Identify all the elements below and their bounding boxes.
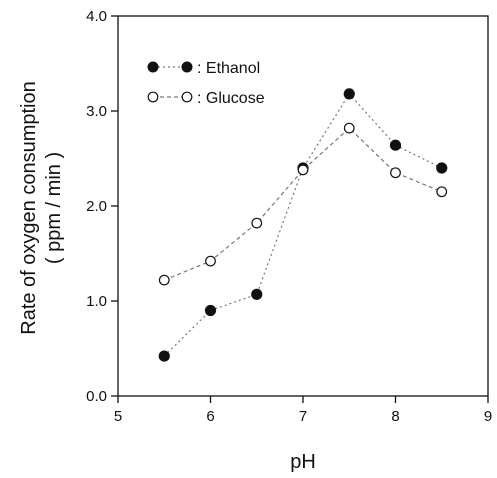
data-point-ethanol [204, 304, 217, 317]
x-axis: 5 6 7 8 9 [114, 396, 492, 425]
data-point-ethanol [389, 139, 402, 151]
legend-marker-glucose [147, 91, 159, 103]
legend-item-glucose: : Glucose [147, 90, 265, 107]
series-layer [158, 88, 448, 362]
y-tick-label: 2.0 [86, 198, 107, 215]
legend-label-glucose: : Glucose [197, 90, 265, 107]
y-axis-title-line2: ( ppm / min ) [43, 152, 65, 264]
x-tick-label: 6 [206, 408, 214, 425]
y-tick-label: 0.0 [86, 388, 107, 405]
x-tick-label: 8 [391, 408, 399, 425]
data-point-ethanol [436, 162, 448, 174]
x-tick-label: 9 [484, 408, 492, 425]
x-tick-label: 7 [299, 408, 307, 425]
series-line-ethanol [163, 92, 443, 357]
y-axis: 0.0 1.0 2.0 3.0 4.0 [86, 8, 118, 405]
plot-frame [117, 15, 489, 397]
data-point-glucose [343, 122, 355, 134]
y-tick-label: 1.0 [86, 293, 107, 310]
legend-label-ethanol: : Ethanol [197, 60, 260, 77]
data-point-ethanol [251, 288, 263, 300]
x-axis-title: pH [290, 451, 316, 473]
x-tick-label: 5 [114, 408, 122, 425]
legend: : Ethanol : Glucose [147, 60, 265, 107]
y-tick-label: 3.0 [86, 103, 107, 120]
data-point-ethanol [158, 350, 170, 362]
legend-marker-ethanol [181, 61, 193, 73]
series-line-glucose [164, 127, 442, 281]
data-point-ethanol [343, 88, 355, 100]
data-point-glucose [205, 255, 216, 267]
y-tick-label: 4.0 [86, 8, 107, 25]
data-point-glucose [158, 274, 170, 286]
data-point-glucose [297, 164, 309, 176]
data-point-glucose [390, 167, 401, 179]
data-point-glucose [251, 217, 263, 229]
legend-marker-glucose [181, 91, 193, 103]
legend-marker-ethanol [147, 61, 159, 73]
data-point-glucose [436, 186, 448, 198]
legend-item-ethanol: : Ethanol [147, 60, 260, 77]
plot-area [117, 15, 489, 397]
y-axis-title-line1: Rate of oxygen consumption [18, 81, 40, 335]
